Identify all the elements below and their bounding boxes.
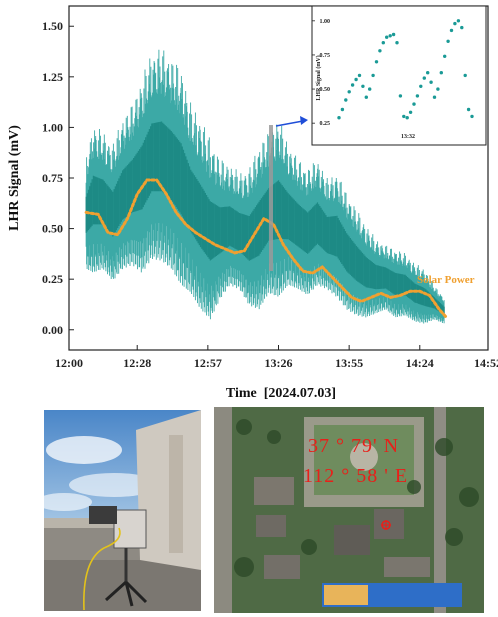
inset-point (439, 71, 443, 75)
x-tick-label: 13:55 (335, 356, 363, 370)
inset-point (398, 94, 403, 98)
inset-y-tick-label: 0.75 (320, 53, 331, 59)
inset-point (402, 114, 406, 119)
inset-point (388, 34, 392, 38)
inset-point (415, 94, 420, 98)
inset-point (381, 41, 385, 45)
inset-point (419, 84, 423, 89)
inset-point (466, 107, 471, 112)
inset-point (429, 80, 433, 84)
y-tick-label: 1.00 (42, 120, 63, 134)
y-tick-label: 1.25 (42, 70, 63, 84)
inset-point (361, 84, 365, 89)
x-axis-ticks: 12:00 12:28 12:57 13:26 13:55 14:24 14:52 (55, 345, 498, 370)
inset-point (378, 49, 382, 53)
inset-ticks: 0.25 0.50 0.75 1.00 (312, 19, 330, 127)
inset-point (354, 77, 358, 82)
longitude-label: 112 ° 58 ' E (303, 465, 409, 487)
x-tick-label: 13:26 (265, 356, 293, 370)
inset-plot: 0.25 0.50 0.75 1.00 13:32 LHR Signal (mV) (311, 5, 487, 146)
inset-points (337, 19, 474, 120)
inset-point (436, 87, 440, 91)
x-tick-label: 14:24 (406, 356, 434, 370)
inset-y-axis-title: LHR Signal (mV) (315, 55, 322, 100)
y-tick-label: 0.75 (42, 171, 63, 185)
inset-point (344, 98, 348, 102)
inset-point (405, 116, 409, 120)
satellite-map: 37 ° 79' N 112 ° 58 ' E (214, 407, 484, 613)
inset-point (368, 87, 372, 91)
signal-band (85, 49, 445, 324)
inset-frame (311, 5, 487, 146)
zoom-window-marker (269, 125, 273, 271)
inset-point (408, 110, 413, 115)
inset-point (443, 54, 447, 58)
inset-point (364, 95, 368, 99)
inset-point (470, 114, 474, 119)
y-axis-title: LHR Signal (mV) (7, 125, 22, 231)
inset-point (374, 60, 379, 64)
inset-point (340, 107, 345, 112)
signal-core (85, 121, 445, 316)
inset-point (460, 25, 464, 30)
latitude-label: 37 ° 79' N (308, 435, 400, 457)
device-photo (44, 410, 201, 611)
inset-point (456, 19, 461, 23)
solar-power-series (84, 178, 449, 320)
x-axis-title: Time [2024.07.03] (226, 386, 336, 401)
inset-arrow (275, 116, 308, 127)
inset-point (422, 76, 426, 80)
inset-point (347, 90, 351, 94)
inset-point (337, 116, 341, 120)
inset-point (449, 28, 454, 33)
legend-solar-power: Solar Power (417, 274, 475, 286)
x-tick-label: 12:57 (194, 356, 222, 370)
x-tick-label: 12:00 (55, 356, 83, 370)
inset-y-tick-label: 1.00 (320, 19, 331, 25)
inset-point (350, 83, 355, 87)
solar-power-line (84, 178, 449, 320)
inset-point (453, 21, 457, 26)
x-tick-label: 12:28 (123, 356, 151, 370)
inset-y-tick-label: 0.25 (320, 121, 331, 127)
y-tick-label: 0.25 (42, 272, 63, 286)
y-tick-label: 1.50 (42, 19, 63, 33)
inset-point (412, 102, 416, 106)
inset-point (432, 95, 437, 99)
inset-point (446, 39, 450, 43)
inset-point (357, 73, 362, 78)
y-tick-label: 0.00 (42, 323, 63, 337)
inset-point (426, 71, 430, 75)
inset-x-tick: 13:32 (401, 134, 415, 140)
y-tick-label: 0.50 (42, 222, 63, 236)
inset-point (371, 73, 375, 78)
inset-point (395, 41, 399, 45)
inset-point (391, 32, 396, 37)
main-chart: 0.000.250.500.751.001.251.50 12:00 12:28 1… (7, 5, 498, 401)
inset-point (385, 35, 389, 39)
inset-y-tick-label: 0.50 (320, 87, 331, 93)
y-axis-ticks: 0.00 0.25 0.50 0.75 1.00 1.25 1.50 (42, 19, 74, 337)
x-tick-label: 14:52 (474, 356, 498, 370)
inset-point (463, 73, 467, 78)
